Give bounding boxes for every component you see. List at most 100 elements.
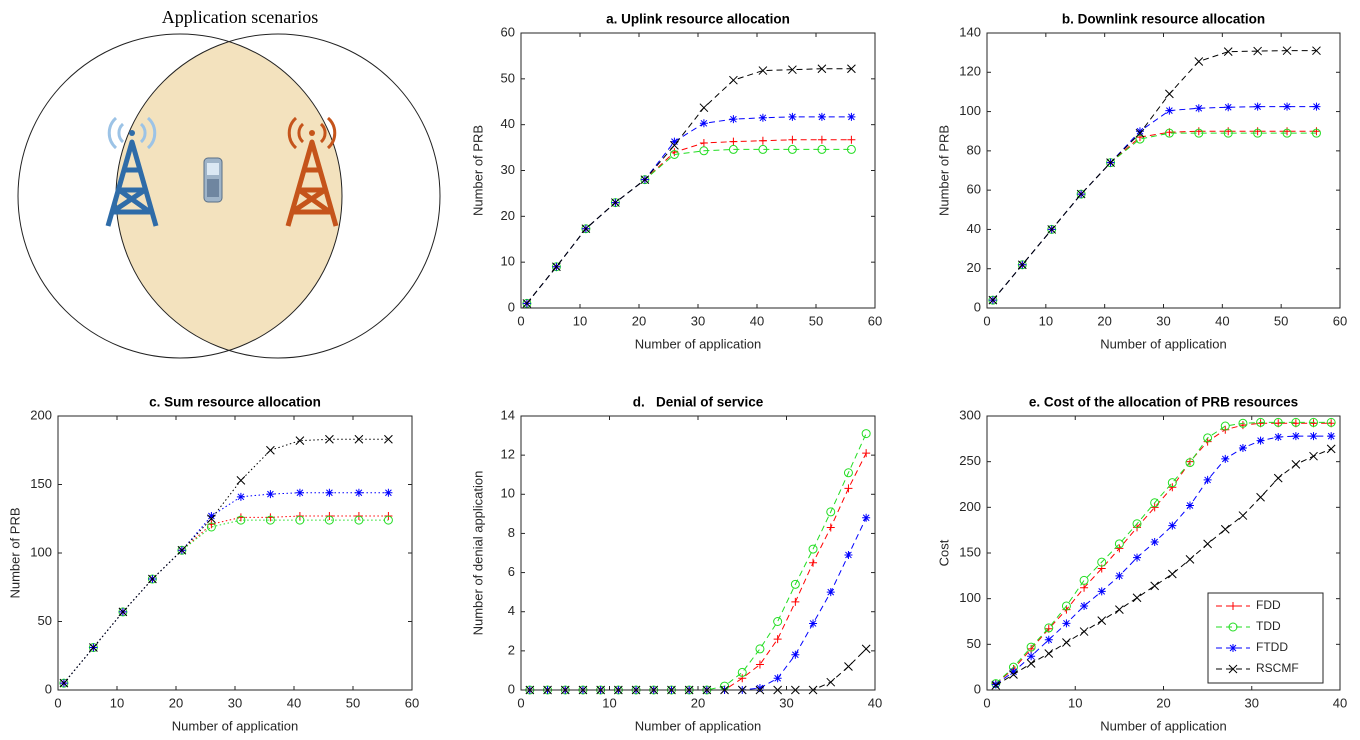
marker: [236, 515, 246, 525]
marker: [817, 64, 827, 74]
x-axis-label: Number of application: [635, 336, 761, 351]
chart-panel: d. Denial of service Number of applicatio…: [470, 395, 882, 734]
chart-panel: b. Downlink resource allocation Number of…: [936, 12, 1347, 352]
marker: [737, 667, 747, 677]
marker: [236, 476, 246, 485]
marker: [1326, 417, 1336, 427]
y-tick-label: 100: [959, 103, 981, 118]
series-line: [526, 148, 852, 304]
x-tick-label: 20: [1097, 313, 1111, 328]
marker: [808, 544, 818, 554]
legend-label: RSCMF: [1256, 661, 1299, 675]
marker: [1133, 553, 1142, 562]
marker: [1026, 659, 1036, 668]
x-tick-label: 0: [517, 313, 524, 328]
x-tick-label: 10: [110, 695, 124, 710]
marker: [773, 617, 783, 626]
marker: [1223, 47, 1233, 57]
marker: [1027, 652, 1036, 661]
marker: [1165, 89, 1174, 99]
x-tick-label: 20: [632, 313, 646, 328]
marker: [1097, 587, 1106, 596]
marker: [817, 144, 827, 154]
x-tick-label: 10: [573, 313, 587, 328]
marker: [640, 175, 650, 185]
marker: [787, 144, 797, 154]
marker: [1327, 432, 1336, 441]
marker: [1312, 102, 1321, 111]
y-tick-label: 20: [967, 260, 981, 275]
marker: [1274, 433, 1283, 442]
marker: [1135, 128, 1145, 138]
marker: [758, 136, 767, 145]
marker: [788, 65, 797, 75]
marker: [1291, 417, 1301, 427]
marker: [1194, 127, 1203, 136]
marker: [265, 515, 275, 525]
axes-frame: [57, 415, 413, 691]
marker: [1044, 623, 1054, 633]
x-tick-label: 50: [346, 695, 360, 710]
marker: [1203, 433, 1213, 443]
y-tick-label: 2: [508, 642, 515, 657]
marker: [758, 113, 767, 122]
y-tick-label: 0: [45, 681, 52, 696]
marker: [826, 677, 836, 687]
marker: [1256, 492, 1265, 502]
series-line: [995, 448, 1332, 686]
marker: [790, 579, 800, 589]
marker: [847, 135, 856, 144]
y-tick-label: 100: [959, 590, 981, 605]
x-axis-label: Number of application: [1100, 718, 1226, 733]
overlap-area: [116, 41, 342, 351]
marker: [670, 137, 679, 146]
marker: [1079, 627, 1089, 636]
marker: [826, 588, 835, 597]
marker: [1097, 557, 1107, 567]
marker: [1283, 127, 1292, 136]
marker: [1044, 649, 1054, 658]
chart-title: e. Cost of the allocation of PRB resourc…: [1029, 395, 1298, 410]
x-axis-label: Number of application: [172, 718, 298, 733]
marker: [1238, 511, 1248, 520]
marker: [1026, 642, 1036, 652]
y-tick-label: 200: [30, 407, 52, 422]
marker: [266, 445, 275, 455]
marker: [1076, 189, 1086, 199]
marker: [844, 550, 853, 559]
y-axis-label: Cost: [936, 539, 951, 566]
diagram-title: Application scenarios: [162, 7, 318, 27]
series-line: [63, 438, 389, 684]
marker: [1164, 128, 1174, 138]
marker: [522, 299, 532, 308]
marker: [773, 635, 782, 644]
marker: [847, 112, 856, 121]
marker: [1238, 418, 1248, 428]
marker: [1150, 498, 1160, 508]
marker: [1311, 128, 1321, 138]
chart-panel: e. Cost of the allocation of PRB resourc…: [936, 395, 1347, 734]
marker: [1017, 260, 1027, 270]
x-tick-label: 40: [1333, 695, 1347, 710]
marker: [669, 149, 679, 159]
marker: [1291, 460, 1301, 469]
marker: [1097, 616, 1107, 625]
y-tick-label: 200: [959, 499, 981, 514]
marker: [729, 137, 738, 146]
x-tick-label: 40: [1215, 313, 1229, 328]
y-tick-label: 50: [501, 70, 515, 85]
y-tick-label: 14: [501, 407, 515, 422]
marker: [1282, 46, 1292, 56]
marker: [788, 135, 797, 144]
marker: [1150, 503, 1159, 512]
series-line: [529, 433, 867, 691]
series-line: [526, 68, 852, 304]
marker: [177, 545, 187, 555]
x-tick-label: 60: [405, 695, 419, 710]
marker: [826, 507, 836, 517]
marker: [1253, 128, 1263, 138]
axes-frame: [520, 415, 876, 691]
y-axis-label: Number of denial application: [470, 471, 485, 636]
marker: [1062, 638, 1071, 647]
